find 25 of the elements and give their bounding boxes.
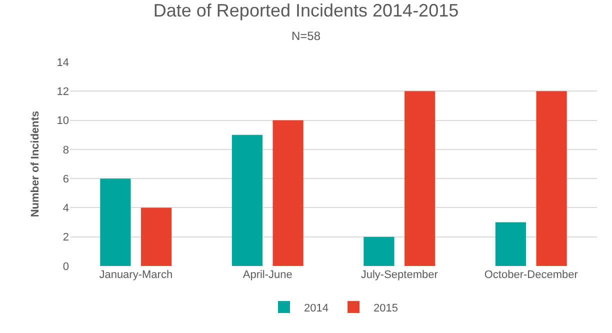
bar <box>100 178 131 266</box>
x-tick-label: July-September <box>360 269 438 281</box>
y-tick-label: 0 <box>62 260 69 273</box>
chart-title: Date of Reported Incidents 2014-2015 <box>153 0 459 21</box>
bar <box>140 208 172 266</box>
y-axis-title: Number of Incidents <box>29 110 42 218</box>
legend-label: 2014 <box>304 302 328 314</box>
y-tick-label: 12 <box>56 86 69 98</box>
y-tick-label: 14 <box>56 56 69 69</box>
y-tick-label: 10 <box>56 115 69 128</box>
x-tick-label: January-March <box>99 269 173 281</box>
chart-subtitle: N=58 <box>291 29 321 44</box>
y-tick-label: 2 <box>62 232 69 244</box>
x-tick-label: April-June <box>242 269 292 281</box>
legend-label: 2015 <box>373 302 398 314</box>
y-tick-label: 8 <box>62 144 69 156</box>
bar <box>536 91 567 266</box>
y-tick-label: 4 <box>62 202 69 215</box>
bar <box>364 236 394 266</box>
bar <box>232 134 263 266</box>
bar <box>272 120 304 266</box>
x-tick-label: October-December <box>484 269 578 281</box>
y-tick-label: 6 <box>62 173 69 186</box>
bar <box>495 222 526 266</box>
bar <box>404 91 436 266</box>
